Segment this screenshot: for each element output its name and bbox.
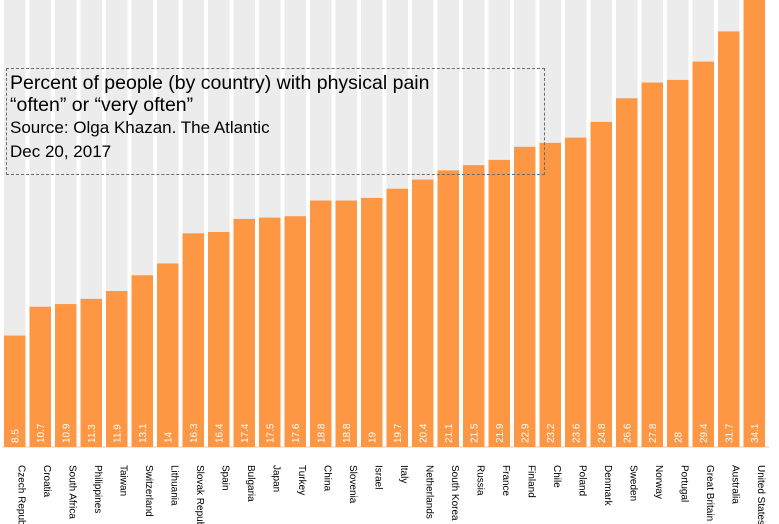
x-tick-label: United States — [755, 465, 766, 524]
chart-title-line-1: Percent of people (by country) with phys… — [10, 72, 430, 94]
x-tick-label: Czech Republic — [15, 465, 26, 524]
bar-china — [310, 200, 332, 447]
data-label: 34.1 — [750, 423, 761, 443]
data-label: 21.5 — [469, 423, 480, 443]
x-tick-label: Bulgaria — [245, 465, 256, 502]
x-tick-label: China — [321, 465, 332, 492]
x-tick-label: Turkey — [296, 465, 307, 495]
bar-czech-republic — [4, 335, 26, 447]
data-label: 16.3 — [189, 423, 200, 443]
bar-chile — [539, 142, 561, 447]
data-label: 10.9 — [61, 423, 72, 443]
data-label: 28 — [673, 431, 684, 443]
x-tick-label: Sweden — [627, 465, 638, 501]
background-stripe — [4, 0, 26, 447]
bar-spain — [208, 231, 230, 447]
x-tick-label: Italy — [398, 465, 409, 483]
bar-norway — [641, 82, 663, 448]
x-tick-label: Philippines — [92, 465, 103, 513]
bar-finland — [514, 146, 536, 447]
x-tick-label: Spain — [219, 465, 230, 491]
bar-netherlands — [412, 179, 434, 447]
data-label: 16.4 — [214, 423, 225, 443]
x-tick-label: Chile — [551, 465, 562, 488]
bar-sweden — [616, 98, 638, 448]
data-label: 11.9 — [112, 424, 123, 443]
bar-croatia — [29, 306, 51, 447]
x-tick-label: South Africa — [66, 465, 77, 519]
bar-russia — [463, 165, 485, 447]
bar-italy — [386, 188, 408, 447]
bar-poland — [565, 137, 587, 447]
x-tick-label: Denmark — [602, 465, 613, 507]
data-label: 21.1 — [444, 423, 455, 443]
x-tick-label: Norway — [653, 465, 664, 499]
x-tick-label: Lithuania — [168, 465, 179, 506]
x-tick-label: Australia — [729, 465, 740, 504]
data-label: 10.7 — [36, 423, 47, 443]
data-label: 19.7 — [393, 423, 404, 443]
data-label: 26.6 — [622, 423, 633, 443]
x-tick-label: Netherlands — [423, 465, 434, 519]
data-label: 23.6 — [571, 423, 582, 443]
data-label: 22.9 — [520, 423, 531, 443]
bar-lithuania — [157, 263, 179, 447]
chart-title-line-2: “often” or “very often” — [10, 94, 194, 116]
data-label: 18.8 — [342, 423, 353, 443]
chart-source: Source: Olga Khazan. The Atlantic — [10, 118, 270, 137]
bar-great-britain — [692, 61, 714, 447]
x-tick-label: Great Britain — [704, 465, 715, 521]
x-tick-label: Slovak Republic — [194, 465, 205, 524]
bar-slovak-republic — [182, 233, 204, 447]
x-tick-label: Poland — [576, 465, 587, 496]
bar-taiwan — [106, 290, 128, 447]
chart-date: Dec 20, 2017 — [10, 142, 112, 161]
x-tick-label: Finland — [525, 465, 536, 498]
data-label: 27.8 — [648, 423, 659, 443]
data-label: 20.4 — [418, 423, 429, 443]
bar-philippines — [80, 298, 102, 447]
bar-france — [488, 159, 510, 448]
bar-turkey — [284, 216, 306, 447]
data-label: 17.5 — [265, 423, 276, 443]
bar-portugal — [667, 79, 689, 448]
x-tick-label: Slovenia — [347, 465, 358, 504]
x-tick-label: Portugal — [678, 465, 689, 502]
x-tick-label: Russia — [474, 465, 485, 496]
bar-bulgaria — [233, 218, 255, 447]
data-label: 29.4 — [699, 423, 710, 443]
data-label: 24.8 — [597, 423, 608, 443]
bar-south-korea — [437, 170, 459, 447]
data-label: 17.6 — [291, 423, 302, 443]
x-tick-label: Taiwan — [117, 465, 128, 496]
bar-switzerland — [131, 275, 153, 447]
x-tick-label: Croatia — [41, 465, 52, 498]
bar-japan — [259, 217, 281, 447]
data-label: 18.8 — [316, 423, 327, 443]
bar-south-africa — [55, 304, 77, 447]
data-label: 8.5 — [10, 429, 21, 443]
bar-denmark — [590, 121, 612, 447]
x-tick-label: South Korea — [449, 465, 460, 521]
data-label: 21.9 — [495, 423, 506, 443]
chart-title-box: Percent of people (by country) with phys… — [6, 68, 545, 175]
data-label: 19 — [367, 431, 378, 443]
bar-slovenia — [335, 200, 357, 447]
x-tick-label: Israel — [372, 465, 383, 489]
data-label: 17.4 — [240, 423, 251, 443]
x-tick-label: France — [500, 465, 511, 497]
x-tick-label: Japan — [270, 465, 281, 492]
bar-australia — [718, 31, 740, 448]
data-label: 11.3 — [87, 424, 98, 443]
data-label: 13.1 — [138, 423, 149, 443]
bar-united-states — [743, 0, 765, 447]
data-label: 31.7 — [724, 423, 735, 443]
bar-israel — [361, 197, 383, 447]
data-label: 23.2 — [546, 423, 557, 443]
x-tick-label: Switzerland — [143, 465, 154, 517]
data-label: 14 — [163, 431, 174, 443]
